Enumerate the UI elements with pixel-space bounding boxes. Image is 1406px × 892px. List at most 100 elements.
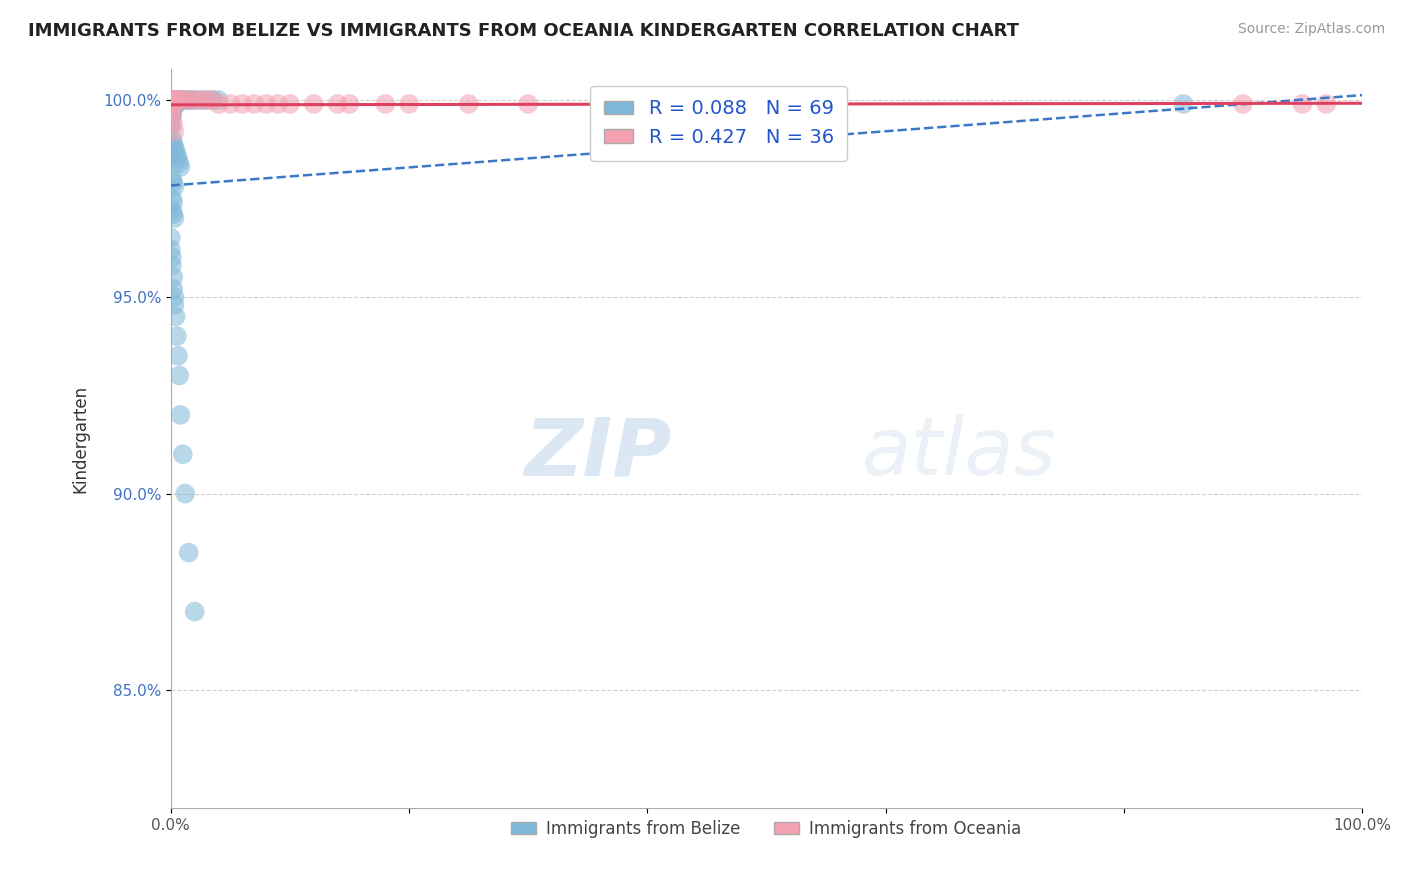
Point — [163, 179, 186, 194]
Point — [160, 104, 183, 119]
Point — [167, 93, 190, 107]
Point — [177, 93, 200, 107]
Point — [160, 97, 183, 112]
Point — [160, 191, 183, 205]
Y-axis label: Kindergarten: Kindergarten — [72, 384, 89, 492]
Point — [160, 251, 183, 265]
Point — [160, 120, 183, 135]
Point — [162, 176, 184, 190]
Point — [165, 97, 187, 112]
Point — [160, 203, 183, 218]
Point — [163, 124, 186, 138]
Point — [163, 140, 186, 154]
Point — [267, 97, 290, 112]
Point — [326, 97, 349, 112]
Text: atlas: atlas — [862, 414, 1056, 492]
Point — [162, 93, 184, 107]
Point — [190, 93, 212, 107]
Point — [165, 144, 187, 158]
Point — [160, 243, 183, 257]
Point — [169, 408, 191, 422]
Point — [172, 93, 194, 107]
Point — [160, 109, 183, 123]
Point — [162, 207, 184, 221]
Point — [181, 93, 204, 107]
Point — [160, 231, 183, 245]
Point — [160, 97, 183, 112]
Point — [163, 211, 186, 225]
Point — [183, 93, 205, 107]
Point — [165, 310, 187, 324]
Point — [517, 97, 540, 112]
Legend: Immigrants from Belize, Immigrants from Oceania: Immigrants from Belize, Immigrants from … — [505, 814, 1028, 845]
Point — [160, 101, 183, 115]
Point — [219, 97, 242, 112]
Point — [1315, 97, 1337, 112]
Point — [201, 93, 224, 107]
Point — [1291, 97, 1313, 112]
Point — [160, 109, 183, 123]
Point — [162, 93, 184, 107]
Point — [278, 97, 301, 112]
Point — [174, 93, 197, 107]
Point — [160, 171, 183, 186]
Point — [1232, 97, 1254, 112]
Point — [243, 97, 266, 112]
Point — [398, 97, 420, 112]
Point — [160, 97, 183, 112]
Point — [302, 97, 325, 112]
Point — [172, 93, 194, 107]
Point — [166, 93, 188, 107]
Point — [1173, 97, 1195, 112]
Point — [162, 282, 184, 296]
Point — [163, 97, 186, 112]
Point — [160, 109, 183, 123]
Point — [166, 148, 188, 162]
Point — [160, 104, 183, 119]
Point — [160, 101, 183, 115]
Point — [163, 93, 186, 107]
Point — [160, 97, 183, 112]
Point — [163, 93, 186, 107]
Point — [160, 258, 183, 272]
Point — [162, 195, 184, 210]
Point — [254, 97, 277, 112]
Point — [165, 93, 187, 107]
Point — [201, 93, 224, 107]
Point — [163, 290, 186, 304]
Point — [183, 93, 205, 107]
Point — [162, 136, 184, 151]
Point — [160, 93, 183, 107]
Text: IMMIGRANTS FROM BELIZE VS IMMIGRANTS FROM OCEANIA KINDERGARTEN CORRELATION CHART: IMMIGRANTS FROM BELIZE VS IMMIGRANTS FRO… — [28, 22, 1019, 40]
Point — [183, 605, 205, 619]
Point — [160, 104, 183, 119]
Point — [169, 93, 191, 107]
Point — [195, 93, 218, 107]
Point — [166, 329, 188, 343]
Point — [160, 112, 183, 127]
Point — [170, 93, 193, 107]
Text: ZIP: ZIP — [524, 414, 671, 492]
Point — [177, 93, 200, 107]
Point — [339, 97, 361, 112]
Point — [174, 486, 197, 500]
Point — [160, 93, 183, 107]
Point — [160, 132, 183, 146]
Point — [160, 93, 183, 107]
Point — [167, 349, 190, 363]
Point — [207, 93, 229, 107]
Point — [166, 93, 188, 107]
Point — [169, 160, 191, 174]
Point — [167, 156, 190, 170]
Point — [207, 97, 229, 112]
Point — [190, 93, 212, 107]
Point — [163, 298, 186, 312]
Point — [457, 97, 479, 112]
Point — [160, 117, 183, 131]
Point — [374, 97, 396, 112]
Point — [167, 93, 190, 107]
Point — [172, 447, 194, 461]
Point — [167, 368, 190, 383]
Point — [160, 93, 183, 107]
Text: Source: ZipAtlas.com: Source: ZipAtlas.com — [1237, 22, 1385, 37]
